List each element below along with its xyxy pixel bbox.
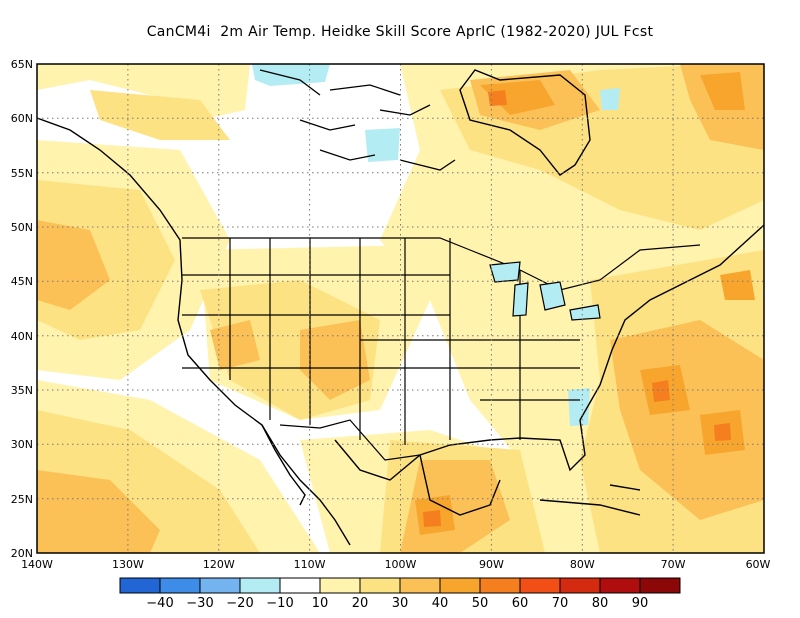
legend-swatch	[479, 577, 521, 594]
lon-label: 120W	[203, 558, 235, 571]
lon-label: 70W	[661, 558, 686, 571]
legend-swatch	[599, 577, 641, 594]
legend-swatch	[519, 577, 561, 594]
legend-label: −10	[266, 596, 293, 611]
lat-label: 30N	[11, 438, 33, 451]
lat-axis: 65N 60N 55N 50N 45N 40N 35N 30N 25N 20N	[11, 58, 33, 560]
map-title: CanCM4i 2m Air Temp. Heidke Skill Score …	[146, 24, 654, 40]
lat-label: 65N	[11, 58, 33, 71]
legend-swatch	[439, 577, 481, 594]
legend-swatch	[639, 577, 681, 594]
legend-label: −30	[186, 596, 213, 611]
lat-label: 60N	[11, 112, 33, 125]
legend-label: 20	[352, 596, 369, 611]
legend-label: 50	[472, 596, 489, 611]
lat-label: 40N	[11, 330, 33, 343]
legend-label: 30	[392, 596, 409, 611]
lat-label: 55N	[11, 167, 33, 180]
lat-label: 35N	[11, 384, 33, 397]
legend-label: −40	[146, 596, 173, 611]
lat-label: 20N	[11, 547, 33, 560]
lon-label: 140W	[21, 558, 53, 571]
lon-axis: 140W 130W 120W 110W 100W 90W 80W 70W 60W	[21, 558, 770, 571]
coastlines	[37, 69, 764, 546]
lat-label: 25N	[11, 493, 33, 506]
plot-frame	[36, 63, 765, 554]
lon-label: 80W	[570, 558, 595, 571]
lon-label: 60W	[746, 558, 771, 571]
great-lakes	[489, 261, 601, 321]
legend-label: −20	[226, 596, 253, 611]
lon-label: 110W	[294, 558, 326, 571]
legend-swatch	[199, 577, 241, 594]
lat-label: 45N	[11, 275, 33, 288]
arctic-islands	[259, 69, 456, 171]
legend-label: 60	[512, 596, 529, 611]
legend-swatch	[279, 577, 321, 594]
political-borders	[182, 237, 701, 461]
skill-contours	[37, 64, 764, 553]
legend-swatch	[559, 577, 601, 594]
lon-label: 90W	[479, 558, 504, 571]
legend-swatch	[319, 577, 361, 594]
lon-label: 130W	[112, 558, 144, 571]
legend-swatch	[159, 577, 201, 594]
lon-label: 100W	[385, 558, 417, 571]
legend-swatch	[399, 577, 441, 594]
lat-label: 50N	[11, 221, 33, 234]
legend-label: 10	[312, 596, 329, 611]
legend-label: 90	[632, 596, 649, 611]
legend-swatch	[239, 577, 281, 594]
graticule	[37, 64, 764, 553]
legend-label: 40	[432, 596, 449, 611]
legend-swatch	[119, 577, 161, 594]
color-legend: −40 −30 −20 −10 10 20 30 40 50 60 70 80 90	[119, 577, 681, 611]
legend-label: 80	[592, 596, 609, 611]
legend-label: 70	[552, 596, 569, 611]
legend-swatch	[359, 577, 401, 594]
